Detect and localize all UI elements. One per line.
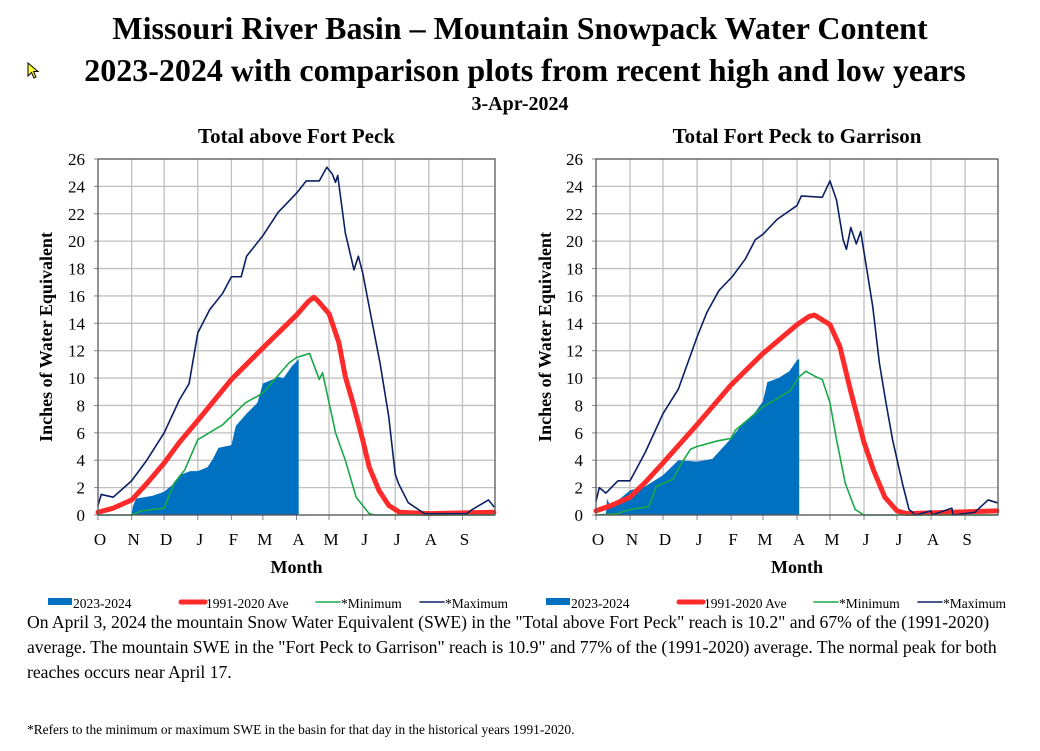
y-axis-label: Inches of Water Equivalent [535, 232, 555, 442]
legend-swatch [546, 598, 570, 605]
y-tick-label: 0 [77, 506, 86, 525]
series-minimum-line [97, 352, 495, 516]
y-tick-label: 26 [566, 150, 583, 169]
y-tick-label: 26 [68, 150, 85, 169]
x-tick-label: J [394, 530, 401, 549]
y-tick-label: 18 [68, 260, 85, 279]
x-tick-label: J [196, 530, 203, 549]
series-maximum-line [595, 180, 998, 516]
x-tick-label: D [659, 530, 671, 549]
x-tick-label: S [460, 530, 469, 549]
x-tick-label: M [257, 530, 272, 549]
y-tick-label: 4 [77, 451, 86, 470]
legend-label: 2023-2024 [73, 596, 132, 611]
summary-text: On April 3, 2024 the mountain Snow Water… [27, 612, 997, 682]
legend-label: *Maximum [943, 596, 1006, 611]
mouse-pointer-icon [27, 62, 40, 79]
legend-label: *Maximum [445, 596, 508, 611]
x-tick-label: D [160, 530, 172, 549]
y-tick-label: 0 [575, 506, 584, 525]
y-tick-label: 10 [68, 369, 85, 388]
y-tick-label: 24 [68, 177, 86, 196]
series-2023-2024-area [131, 358, 299, 515]
y-tick-label: 14 [566, 314, 584, 333]
x-tick-label: M [824, 530, 839, 549]
y-tick-label: 22 [566, 205, 583, 224]
x-tick-label: A [927, 530, 940, 549]
legend: 2023-2024 1991-2020 Ave *Minimum *Maximum [546, 596, 1006, 611]
x-tick-label: O [592, 530, 604, 549]
x-tick-label: A [425, 530, 438, 549]
x-tick-label: J [896, 530, 903, 549]
y-tick-label: 20 [68, 232, 85, 251]
y-tick-label: 2 [77, 479, 86, 498]
chart-2: Total Fort Peck to Garrison0246810121416… [535, 124, 1006, 611]
y-tick-label: 8 [77, 396, 86, 415]
x-tick-label: A [793, 530, 806, 549]
x-tick-label: O [94, 530, 106, 549]
series-2023-2024-area [605, 358, 800, 515]
x-tick-label: N [626, 530, 638, 549]
plot-border [595, 158, 999, 516]
y-tick-label: 8 [575, 396, 584, 415]
x-tick-label: J [696, 530, 703, 549]
y-tick-label: 6 [575, 424, 584, 443]
x-tick-label: F [728, 530, 737, 549]
chart-1: Total above Fort Peck0246810121416182022… [36, 124, 508, 611]
legend-label: 2023-2024 [571, 596, 630, 611]
y-tick-label: 6 [77, 424, 86, 443]
y-tick-label: 4 [575, 451, 584, 470]
x-tick-label: A [292, 530, 305, 549]
y-tick-label: 16 [566, 287, 583, 306]
y-tick-label: 14 [68, 314, 86, 333]
x-tick-label: N [127, 530, 139, 549]
page-title: Missouri River Basin – Mountain Snowpack… [112, 10, 928, 46]
legend-label: 1991-2020 Ave [206, 596, 289, 611]
y-axis-label: Inches of Water Equivalent [36, 232, 56, 442]
y-tick-label: 12 [566, 342, 583, 361]
x-tick-label: F [229, 530, 238, 549]
x-tick-label: S [962, 530, 971, 549]
y-tick-label: 22 [68, 205, 85, 224]
legend-swatch [48, 598, 72, 605]
legend-label: 1991-2020 Ave [704, 596, 787, 611]
y-tick-label: 20 [566, 232, 583, 251]
legend-label: *Minimum [839, 596, 900, 611]
chart-title: Total Fort Peck to Garrison [673, 124, 922, 148]
legend: 2023-2024 1991-2020 Ave *Minimum *Maximum [48, 596, 508, 611]
report-date: 3-Apr-2024 [471, 93, 569, 115]
plot-border [97, 158, 496, 516]
series-1991-2020-ave-line [593, 312, 1000, 517]
page-subtitle: 2023-2024 with comparison plots from rec… [84, 52, 966, 88]
y-tick-label: 18 [566, 260, 583, 279]
y-tick-label: 12 [68, 342, 85, 361]
legend-label: *Minimum [341, 596, 402, 611]
x-axis-label: Month [270, 557, 322, 577]
series-1991-2020-ave-line [95, 294, 497, 517]
series-maximum-line [97, 166, 495, 515]
footnote: *Refers to the minimum or maximum SWE in… [27, 722, 575, 737]
x-tick-label: M [757, 530, 772, 549]
y-tick-label: 10 [566, 369, 583, 388]
y-tick-label: 16 [68, 287, 85, 306]
series-minimum-line [595, 370, 998, 516]
y-tick-label: 24 [566, 177, 584, 196]
x-tick-label: J [361, 530, 368, 549]
x-tick-label: M [323, 530, 338, 549]
chart-title: Total above Fort Peck [198, 124, 395, 148]
y-tick-label: 2 [575, 479, 584, 498]
x-tick-label: J [863, 530, 870, 549]
x-axis-label: Month [771, 557, 823, 577]
